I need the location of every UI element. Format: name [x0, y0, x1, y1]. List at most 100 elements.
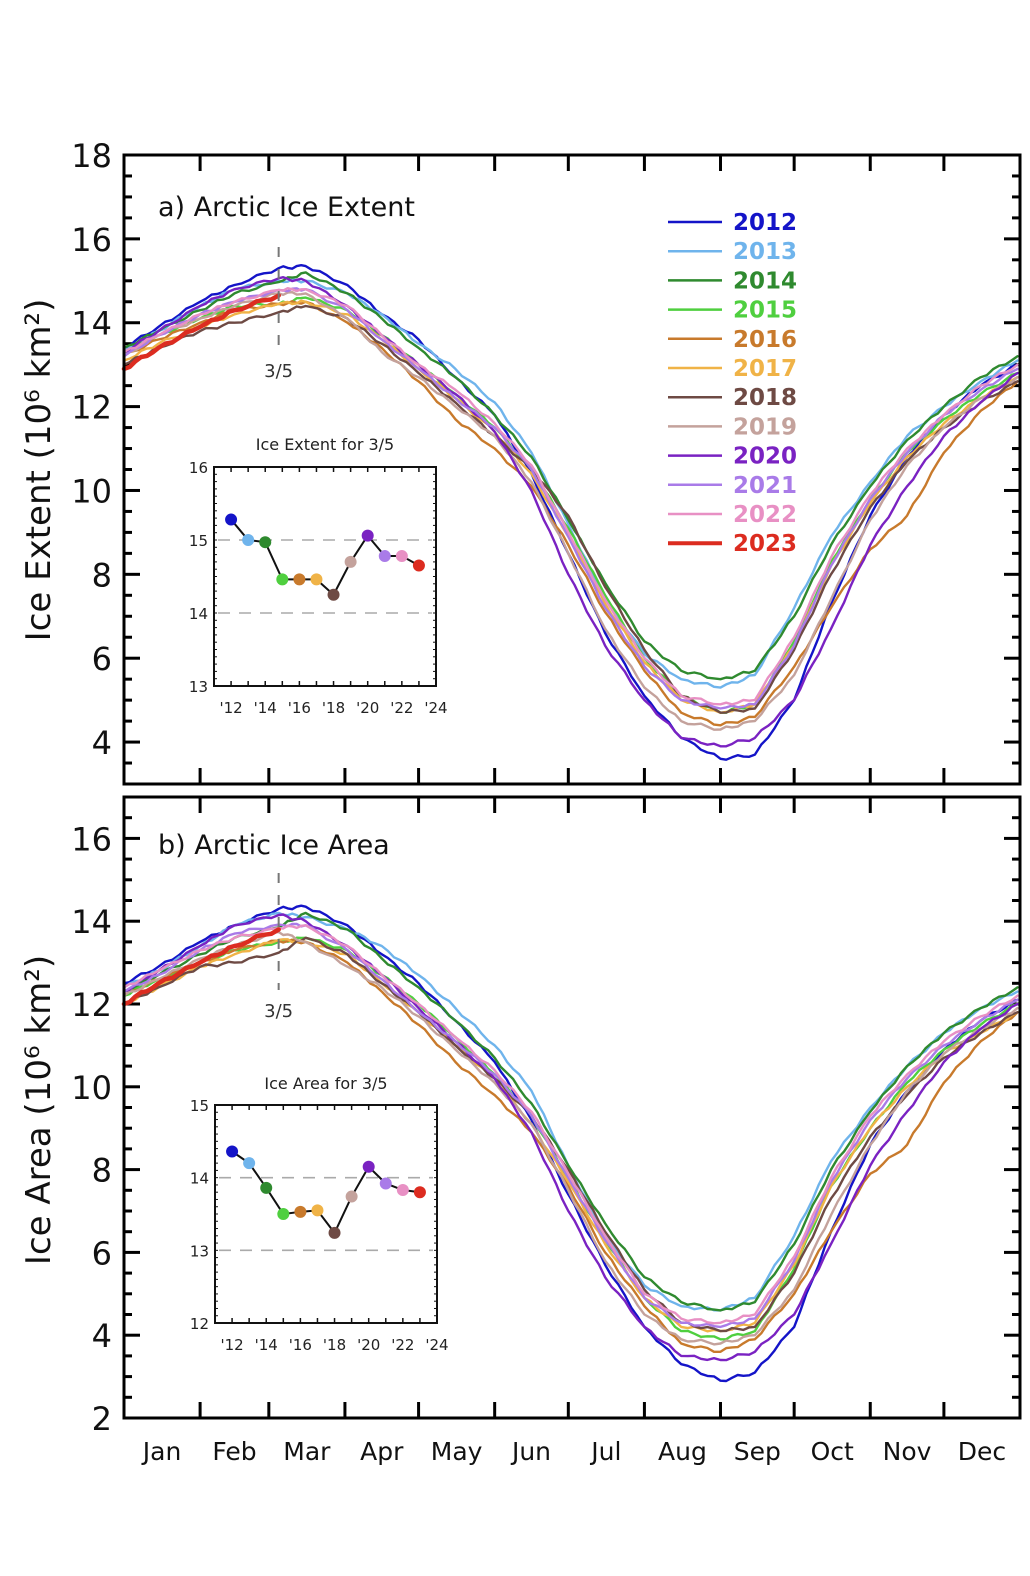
y-tick-label: 10	[71, 1069, 112, 1107]
legend-label-2019: 2019	[733, 414, 797, 440]
inset-x-tick-label: '22	[390, 699, 413, 717]
month-labels: Jan Feb Mar Apr May Jun Jul Aug Sep Oct Nov Dec	[141, 1437, 1006, 1466]
month-label: Nov	[883, 1437, 932, 1466]
inset-y-tick-label: 13	[190, 1242, 209, 1260]
inset-point-2013	[243, 1157, 256, 1170]
date-marker-extent: 3/5	[264, 247, 293, 382]
inset-x-tick-label: '16	[288, 699, 311, 717]
month-label: Oct	[811, 1437, 854, 1466]
legend-label-2012: 2012	[733, 210, 797, 236]
month-label: Aug	[658, 1437, 707, 1466]
inset-extent: Ice Extent for 3/5 13 14 15 16 '12 '14 '16 '18 '2…	[189, 435, 448, 717]
inset-point-2012	[226, 1145, 239, 1158]
plot-frame-extent	[122, 153, 1022, 786]
inset-x-tick-label: '18	[322, 699, 345, 717]
x-ticks-area	[198, 797, 946, 1418]
y-tick-label: 12	[71, 986, 112, 1024]
panel-extent: Ice Extent (10⁶ km²) a) Arctic Ice Exten…	[19, 137, 1022, 786]
series-line-2022	[122, 287, 1019, 706]
inset-point-2023	[413, 1186, 426, 1199]
inset-x-tick-label: '14	[254, 699, 277, 717]
panel-title-area: b) Arctic Ice Area	[158, 830, 390, 861]
y-tick-label: 6	[92, 1234, 112, 1272]
month-label: Jul	[589, 1437, 621, 1466]
inset-point-2018	[328, 1226, 341, 1239]
y-tick-label: 2	[92, 1400, 112, 1438]
inset-frame	[214, 1104, 438, 1324]
date-marker-label: 3/5	[264, 1001, 293, 1022]
x-ticks-extent	[198, 155, 946, 784]
inset-x-tick-label: '22	[391, 1336, 414, 1354]
inset-x-tick-label: '14	[255, 1336, 278, 1354]
legend-label-2015: 2015	[733, 298, 797, 324]
inset-x-tick-label: '24	[425, 1336, 448, 1354]
y-tick-label: 6	[92, 640, 112, 678]
inset-y-tick-label: 16	[189, 459, 208, 477]
y-tick-label: 12	[71, 389, 112, 427]
month-label: Jun	[510, 1437, 551, 1466]
inset-point-2019	[345, 1190, 358, 1203]
y-tick-label: 16	[71, 820, 112, 858]
legend: 2012 2013 2014 2015 2016 2017 2018 2019 2020 2021…	[668, 210, 797, 557]
series-line-2013	[122, 278, 1019, 689]
inset-title: Ice Area for 3/5	[264, 1074, 387, 1093]
series-line-2018	[122, 936, 1019, 1333]
legend-label-2022: 2022	[733, 502, 797, 528]
inset-frame	[213, 466, 437, 687]
y-axis-label-extent: Ice Extent (10⁶ km²)	[19, 299, 59, 642]
inset-x-tick-label: '16	[289, 1336, 312, 1354]
y-tick-label: 10	[71, 472, 112, 510]
inset-x-tick-label: '20	[357, 1336, 380, 1354]
inset-point-2021	[379, 1177, 392, 1190]
y-axis-label-area: Ice Area (10⁶ km²)	[19, 955, 59, 1265]
month-label: Sep	[734, 1437, 781, 1466]
plot-frame-area	[122, 795, 1022, 1420]
inset-point-2013	[242, 534, 255, 546]
y-tick-label: 14	[71, 903, 112, 941]
inset-point-2021	[378, 550, 391, 563]
y-tick-label: 14	[71, 305, 112, 343]
legend-label-2013: 2013	[733, 239, 797, 265]
y-tick-label: 16	[71, 221, 112, 259]
inset-point-2019	[344, 555, 357, 568]
legend-label-2018: 2018	[733, 385, 797, 411]
series-line-2014	[122, 271, 1019, 681]
inset-y-tick-label: 14	[189, 605, 208, 623]
date-marker-label: 3/5	[264, 361, 293, 382]
inset-point-2023	[412, 559, 425, 572]
inset-y-tick-label: 12	[190, 1315, 209, 1333]
legend-label-2023: 2023	[733, 531, 797, 557]
inset-area: Ice Area for 3/5 12 13 14 15 '12 '14 '16 '18 '20 '…	[190, 1074, 449, 1354]
y-tick-label: 4	[92, 724, 112, 762]
panel-area: Ice Area (10⁶ km²) b) Arctic Ice Area 2 4…	[19, 795, 1022, 1438]
month-label: Apr	[360, 1437, 404, 1466]
y-tick-label: 8	[92, 1152, 112, 1190]
month-label: Mar	[283, 1437, 331, 1466]
date-marker-area: 3/5	[264, 873, 293, 1022]
inset-y-tick-label: 14	[190, 1170, 209, 1188]
inset-y-tick-label: 13	[189, 678, 208, 696]
inset-title: Ice Extent for 3/5	[256, 435, 394, 454]
series-line-2023	[121, 293, 281, 372]
month-label: Feb	[212, 1437, 256, 1466]
inset-point-2020	[361, 529, 374, 542]
inset-point-2017	[310, 573, 323, 586]
inset-point-2022	[395, 550, 408, 563]
inset-y-tick-label: 15	[190, 1097, 209, 1115]
inset-x-tick-label: '12	[219, 699, 242, 717]
y-tick-label: 4	[92, 1317, 112, 1355]
inset-x-tick-label: '20	[356, 699, 379, 717]
inset-point-2022	[396, 1184, 409, 1197]
legend-label-2020: 2020	[733, 444, 797, 470]
y-tick-label: 8	[92, 556, 112, 594]
month-label: Dec	[958, 1437, 1006, 1466]
inset-point-2012	[225, 513, 238, 526]
inset-x-tick-label: '18	[323, 1336, 346, 1354]
legend-label-2014: 2014	[733, 268, 797, 294]
series-line-2020	[122, 913, 1019, 1362]
y-tick-label: 18	[71, 137, 112, 175]
series-line-2018	[122, 304, 1019, 714]
legend-label-2021: 2021	[733, 473, 797, 499]
panel-title-extent: a) Arctic Ice Extent	[158, 192, 415, 223]
